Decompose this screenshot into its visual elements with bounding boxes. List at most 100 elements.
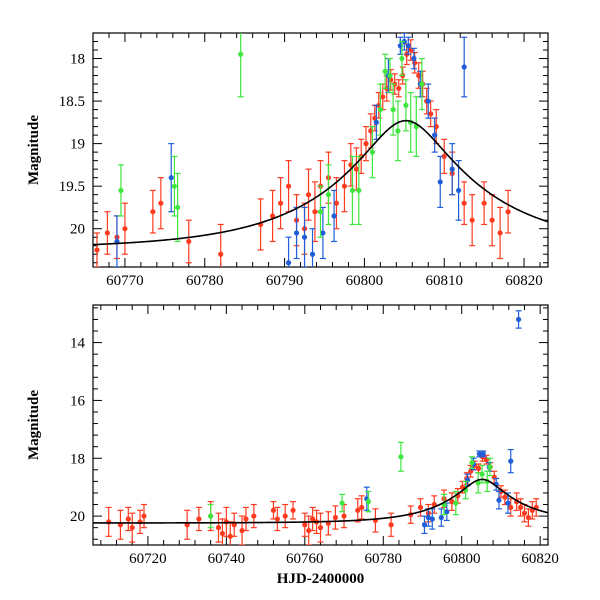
data-marker: [312, 209, 318, 215]
data-marker: [317, 525, 324, 531]
data-point: [480, 450, 487, 458]
data-point: [305, 515, 312, 545]
data-marker: [339, 500, 345, 506]
data-point: [168, 143, 175, 213]
data-point: [117, 164, 124, 217]
data-point: [515, 310, 522, 329]
plot-area: [93, 310, 548, 545]
data-marker: [341, 513, 347, 519]
data-point: [398, 40, 405, 77]
data-point: [301, 512, 308, 537]
data-point: [369, 125, 376, 179]
x-axis-label: HJD-2400000: [277, 571, 365, 587]
data-point: [269, 189, 276, 243]
data-marker: [388, 522, 394, 528]
data-marker: [476, 451, 482, 457]
data-point: [455, 160, 462, 221]
panel-top: 60770 60780 60790 60800 60810 60820 18 18.5 19 19…: [26, 32, 549, 289]
data-marker: [285, 260, 292, 266]
y-tick-label: 18.5: [59, 94, 85, 110]
data-marker: [251, 513, 257, 519]
data-point: [489, 194, 496, 247]
data-point: [149, 189, 156, 234]
data-marker: [405, 43, 411, 49]
data-point: [425, 83, 432, 119]
data-marker: [480, 451, 486, 457]
data-marker: [417, 504, 424, 511]
data-marker: [469, 217, 475, 223]
data-marker: [333, 200, 340, 206]
x-tick-label: 60740: [208, 551, 246, 567]
data-point: [365, 490, 372, 513]
data-marker: [238, 51, 244, 57]
data-point: [397, 441, 404, 472]
y-tick-label: 20: [70, 509, 85, 525]
data-point: [137, 509, 144, 535]
data-marker: [274, 516, 280, 522]
data-point: [373, 104, 380, 140]
data-marker: [219, 530, 226, 537]
data-marker: [429, 516, 435, 522]
data-point: [184, 509, 191, 540]
data-point: [125, 506, 132, 532]
data-marker: [502, 494, 508, 500]
data-marker: [302, 522, 308, 528]
data-point: [410, 47, 417, 70]
data-marker: [508, 458, 514, 464]
x-tick-label: 60790: [266, 273, 304, 289]
data-marker: [320, 230, 326, 236]
data-marker: [122, 226, 128, 232]
x-tick-label: 60780: [186, 273, 224, 289]
data-marker: [309, 251, 316, 257]
data-marker: [403, 102, 409, 108]
data-marker: [373, 119, 379, 125]
data-point: [468, 456, 475, 469]
data-point: [413, 96, 420, 157]
series-red: [93, 39, 512, 267]
data-marker: [497, 230, 503, 236]
data-marker: [390, 106, 396, 113]
data-point: [332, 505, 339, 530]
data-marker: [270, 213, 276, 219]
data-point: [185, 219, 192, 264]
data-marker: [505, 209, 511, 215]
data-marker: [455, 187, 462, 194]
data-marker: [118, 187, 124, 194]
data-marker: [517, 504, 524, 511]
data-marker: [505, 500, 511, 506]
panel-bottom: 60720 60740 60760 60780 60800 60820 14 16 18 20 Ma…: [26, 304, 559, 587]
data-point: [215, 512, 222, 543]
data-marker: [515, 316, 522, 323]
x-tick-label: 60760: [286, 551, 324, 567]
x-tick-label: 60720: [129, 551, 167, 567]
y-tick-label: 20: [70, 222, 85, 238]
data-point: [417, 498, 424, 517]
data-marker: [479, 471, 485, 477]
plot-frame: [92, 32, 549, 268]
data-marker: [310, 516, 316, 522]
data-marker: [227, 533, 233, 539]
data-marker: [496, 497, 502, 503]
plot-area: [93, 33, 548, 267]
data-point: [207, 503, 214, 529]
data-point: [517, 498, 524, 517]
data-point: [325, 164, 332, 226]
data-marker: [363, 141, 369, 147]
series-green: [207, 441, 493, 529]
data-marker: [141, 513, 147, 519]
x-tick-label: 60810: [425, 273, 463, 289]
data-point: [174, 172, 181, 243]
data-marker: [349, 187, 356, 194]
data-point: [171, 155, 178, 217]
data-marker: [449, 499, 455, 505]
y-tick-label: 19: [70, 137, 85, 153]
data-marker: [305, 192, 312, 198]
x-tick-label: 60800: [346, 273, 384, 289]
data-marker: [382, 68, 388, 74]
data-marker: [293, 230, 300, 236]
data-marker: [475, 480, 481, 486]
data-point: [358, 495, 365, 520]
data-point: [437, 155, 444, 209]
data-point: [237, 33, 244, 98]
data-point: [290, 501, 297, 520]
